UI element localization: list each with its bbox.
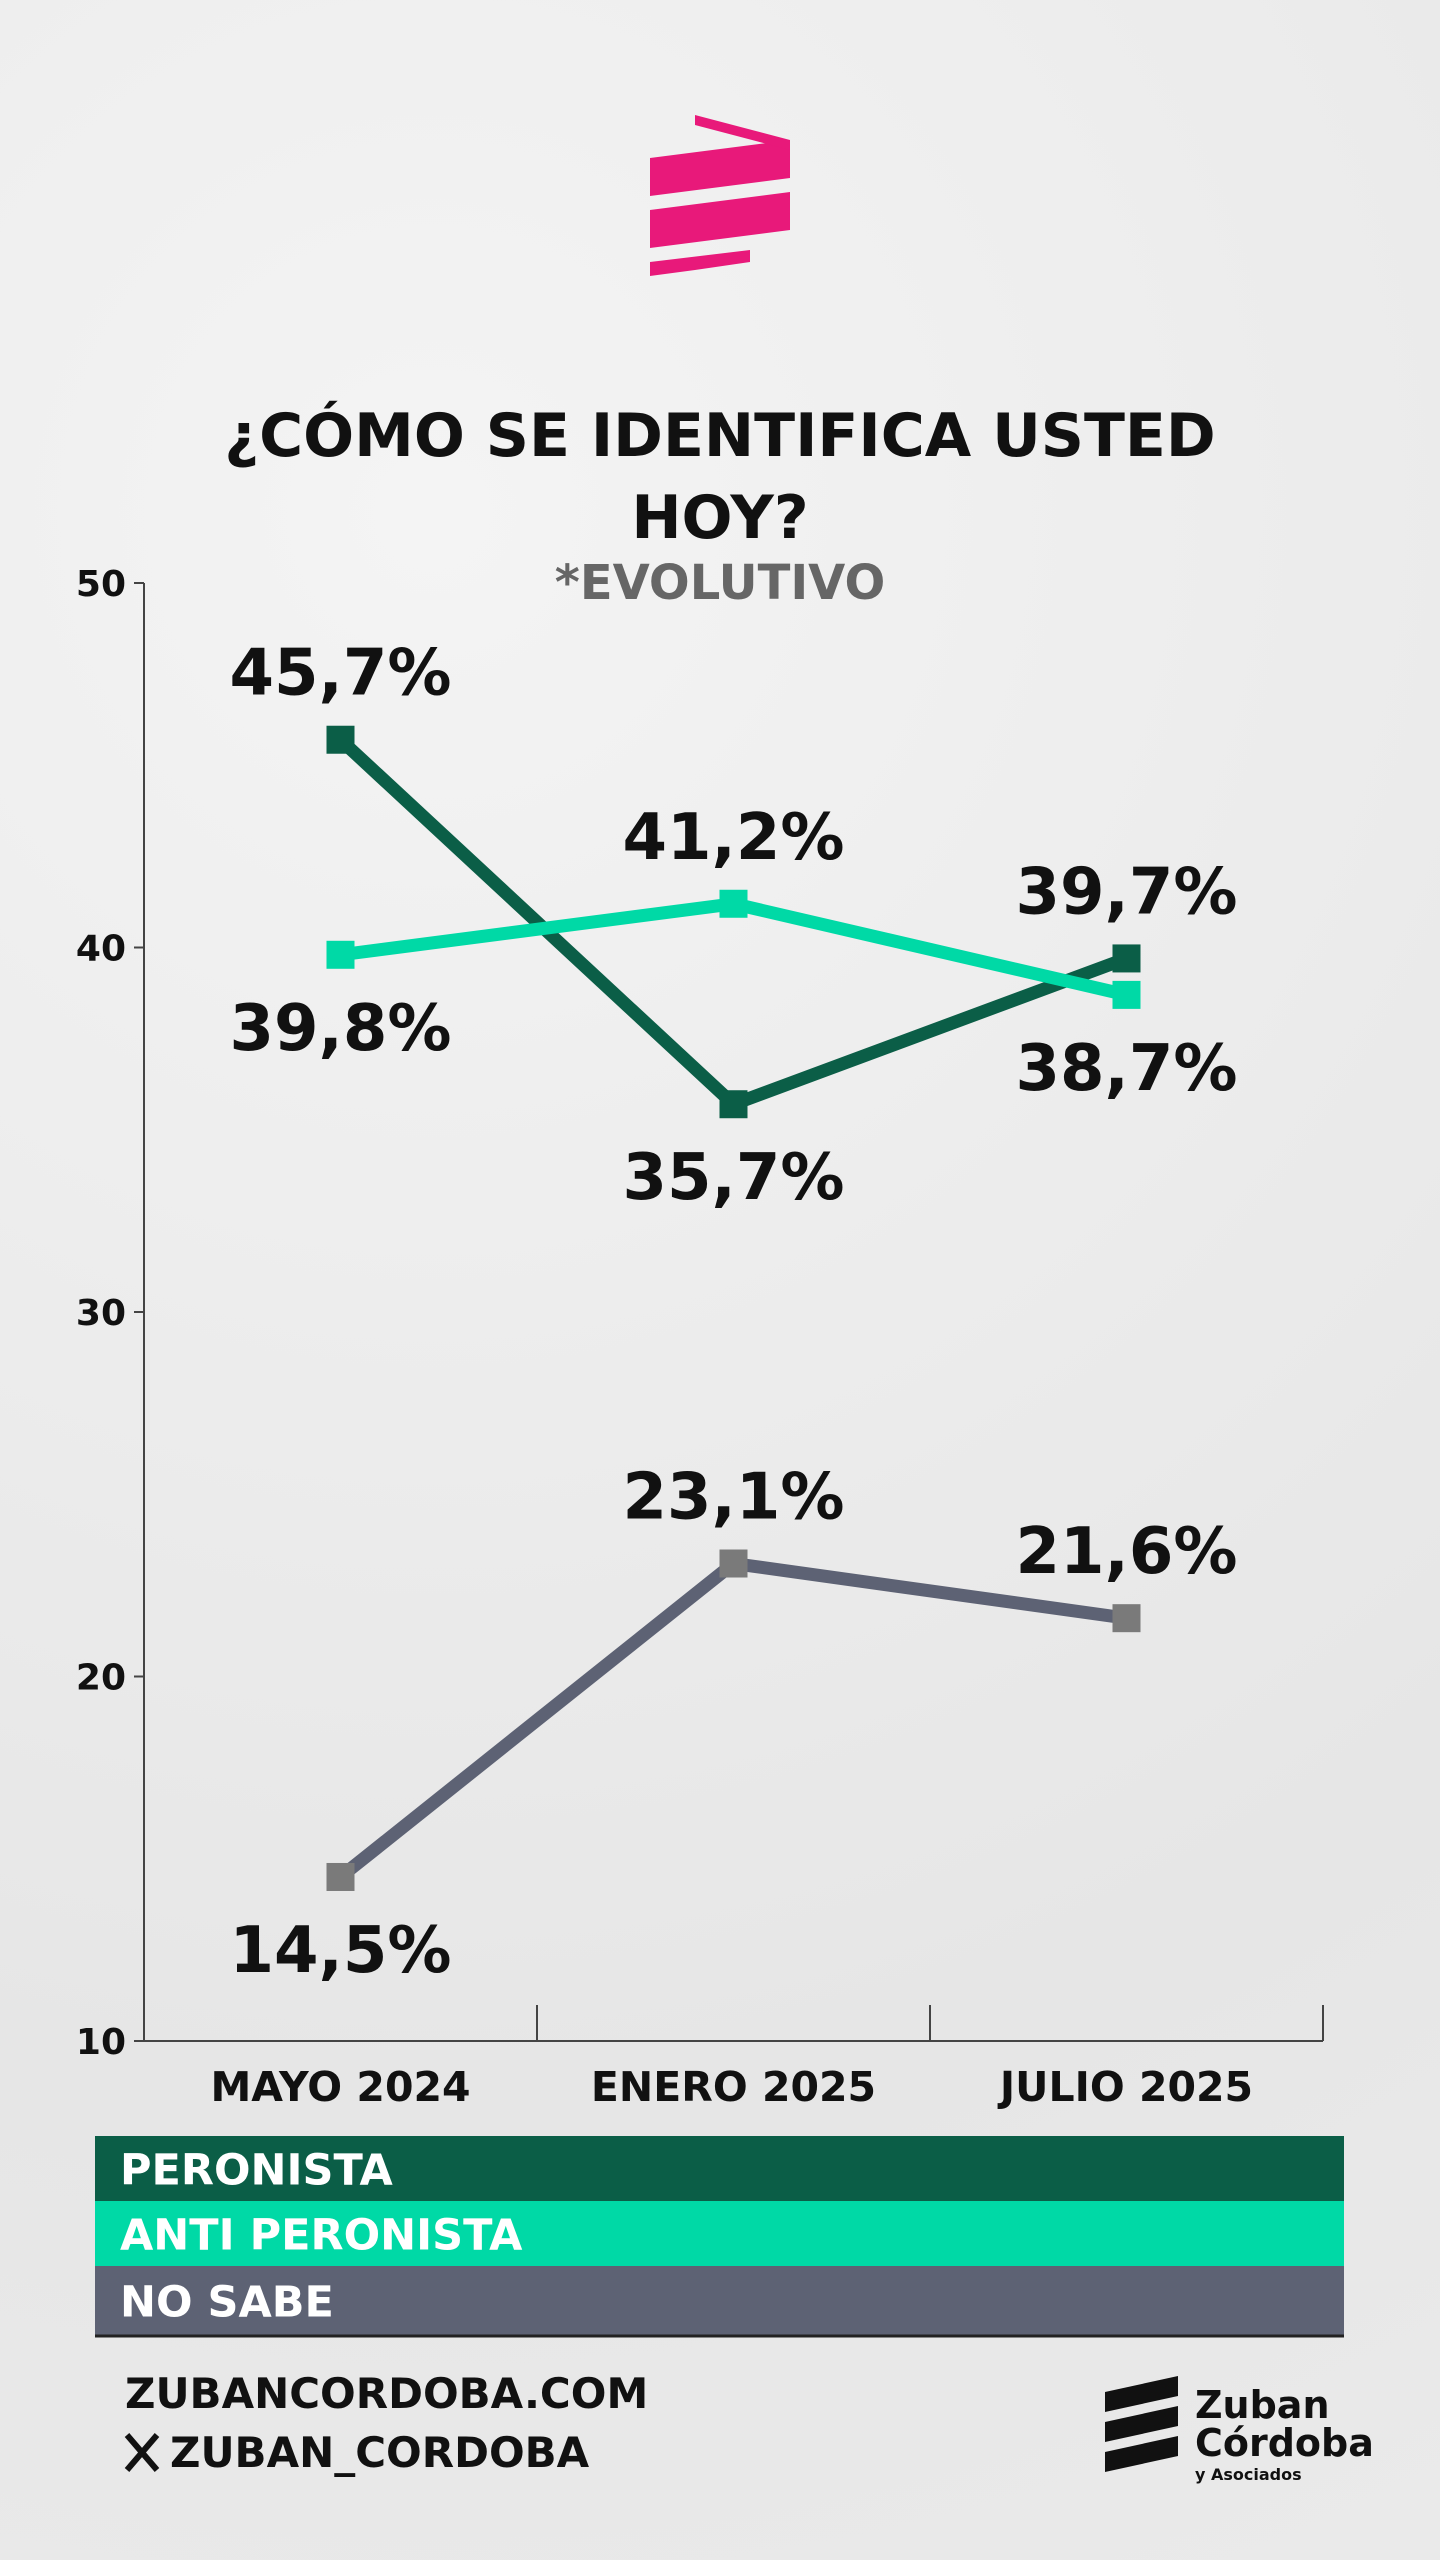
point-marker: [326, 940, 355, 969]
y-tick-label: 50: [76, 564, 126, 605]
point-marker: [1112, 980, 1141, 1009]
y-tick-label: 30: [76, 1293, 126, 1334]
value-label: 39,8%: [229, 992, 451, 1066]
value-label: 14,5%: [229, 1914, 451, 1988]
x-tick-label: ENERO 2025: [591, 2063, 876, 2111]
chart-subtitle: *EVOLUTIVO: [554, 555, 886, 611]
legend-swatch: [95, 2266, 1344, 2335]
value-label: 21,6%: [1015, 1515, 1237, 1589]
website: ZUBANCORDOBA.COM: [125, 2369, 648, 2418]
point-marker: [719, 889, 748, 918]
y-tick-label: 10: [76, 2022, 126, 2063]
value-label: 45,7%: [229, 637, 451, 711]
brand-logo: [650, 115, 790, 276]
chart-title: ¿CÓMO SE IDENTIFICA USTED HOY?: [224, 401, 1216, 553]
value-label: 41,2%: [622, 801, 844, 875]
x-tick-label: MAYO 2024: [210, 2063, 470, 2111]
logo-text: Córdoba: [1195, 2421, 1374, 2465]
legend-label: ANTI PERONISTA: [120, 2211, 523, 2261]
logo-text: y Asociados: [1195, 2465, 1302, 2484]
value-label: 35,7%: [622, 1141, 844, 1215]
logo-text: Zuban: [1195, 2383, 1330, 2427]
point-marker: [1112, 1604, 1141, 1633]
social-handle: ZUBAN_CORDOBA: [170, 2428, 590, 2477]
legend-swatch: [95, 2136, 1344, 2201]
footer-logo-icon: [1105, 2376, 1178, 2472]
value-label: 23,1%: [622, 1461, 844, 1535]
series-line: [336, 1557, 1128, 1883]
point-marker: [719, 1090, 748, 1119]
point-marker: [1112, 944, 1141, 973]
x-tick-label: JULIO 2025: [997, 2063, 1253, 2111]
x-icon: [124, 2433, 160, 2472]
legend-label: NO SABE: [120, 2278, 334, 2328]
legend-swatch: [95, 2201, 1344, 2266]
point-marker: [719, 1549, 748, 1578]
value-label: 38,7%: [1015, 1032, 1237, 1106]
y-tick-label: 40: [76, 929, 126, 970]
legend-label: PERONISTA: [120, 2146, 394, 2196]
y-tick-label: 20: [76, 1658, 126, 1699]
value-label: 39,7%: [1015, 855, 1237, 929]
point-marker: [326, 725, 355, 754]
point-marker: [326, 1862, 355, 1891]
series-line: [336, 734, 1129, 1111]
